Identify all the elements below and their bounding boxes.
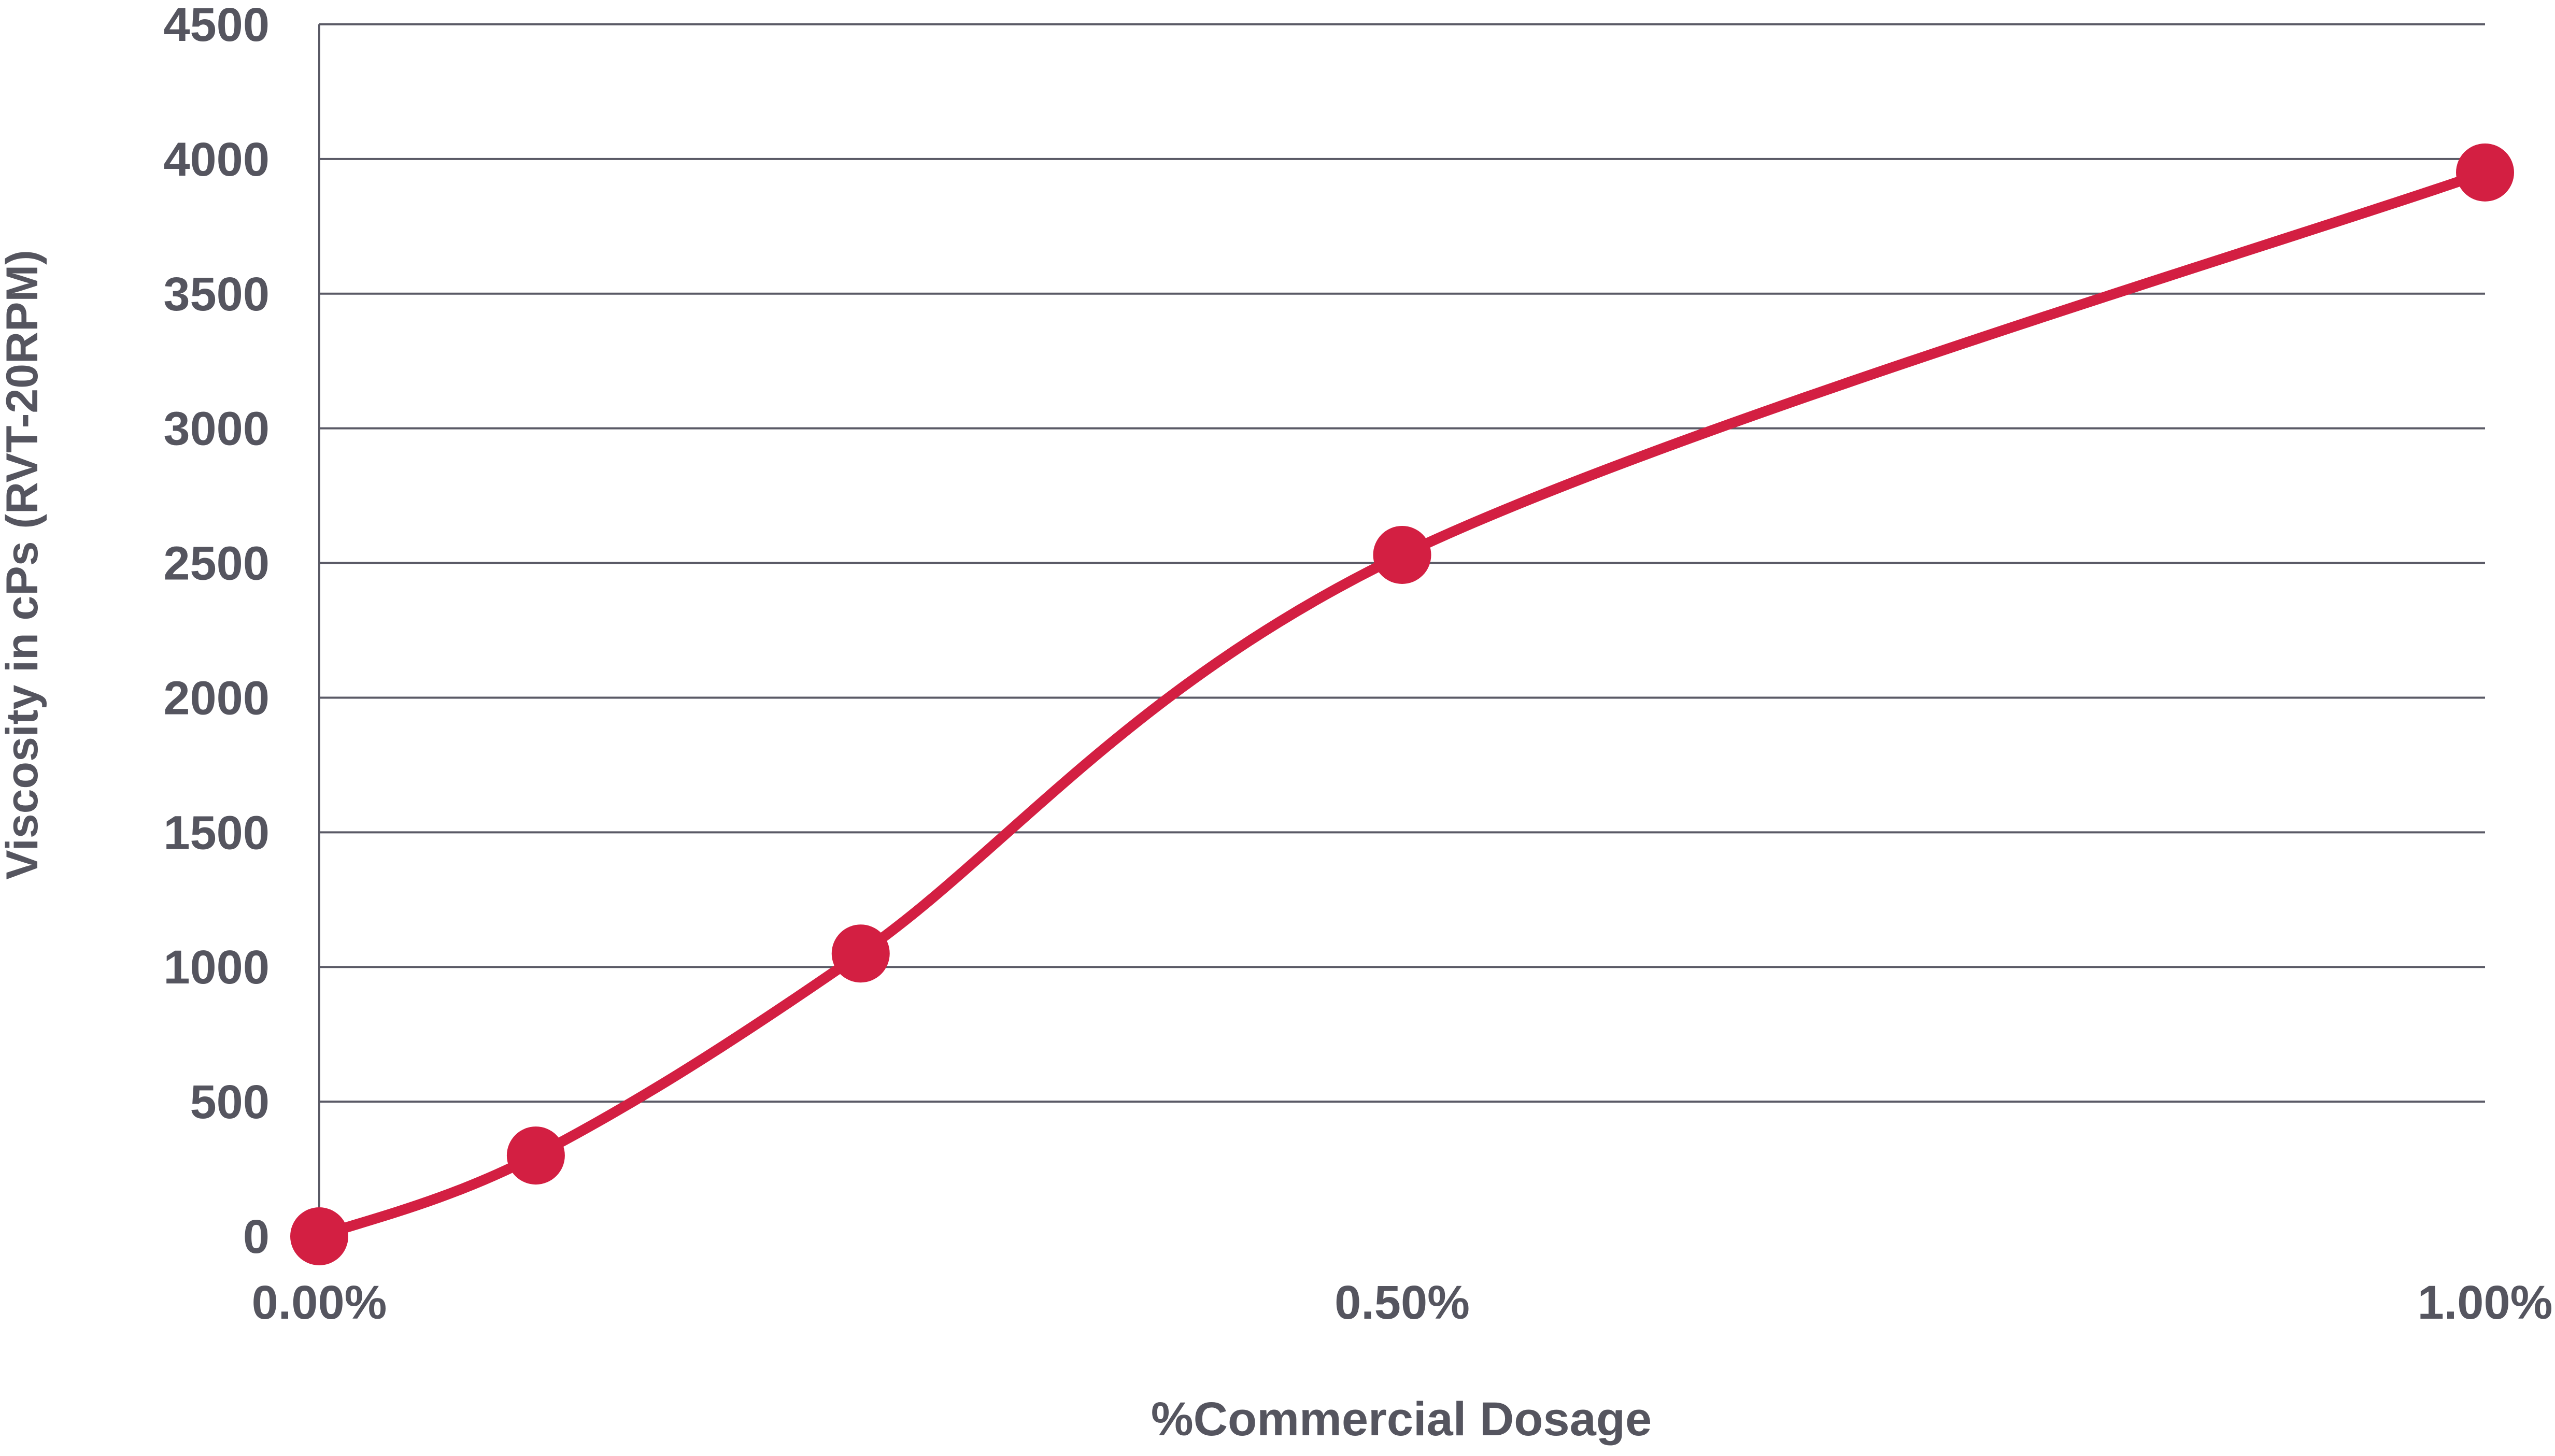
y-tick-label: 3500 bbox=[163, 268, 269, 321]
y-axis-label: Viscosity in cPs (RVT-20RPM) bbox=[0, 250, 47, 880]
y-tick-label: 2500 bbox=[163, 537, 269, 590]
x-axis-label: %Commercial Dosage bbox=[1151, 1393, 1652, 1446]
y-tick-label: 1500 bbox=[163, 806, 269, 859]
y-tick-label: 1000 bbox=[163, 941, 269, 994]
y-tick-label: 500 bbox=[190, 1076, 270, 1129]
data-point bbox=[831, 924, 890, 983]
data-point bbox=[1373, 525, 1431, 584]
x-tick-label: 0.50% bbox=[1335, 1276, 1470, 1329]
x-tick-label: 0.00% bbox=[252, 1276, 387, 1329]
data-points bbox=[290, 143, 2514, 1265]
y-tick-label: 2000 bbox=[163, 672, 269, 724]
data-point bbox=[2456, 143, 2514, 202]
x-tick-labels: 0.00% 0.50% 1.00% bbox=[252, 1276, 2553, 1329]
y-tick-labels: 0 500 1000 1500 2000 2500 3000 3500 4000 4500 bbox=[163, 0, 269, 1263]
x-tick-label: 1.00% bbox=[2418, 1276, 2553, 1329]
y-tick-label: 0 bbox=[243, 1210, 269, 1263]
y-tick-label: 4500 bbox=[163, 0, 269, 51]
y-tick-label: 4000 bbox=[163, 133, 269, 186]
y-tick-label: 3000 bbox=[163, 403, 269, 455]
data-point bbox=[290, 1207, 348, 1265]
data-point bbox=[506, 1126, 565, 1185]
series-line bbox=[314, 167, 2490, 1241]
